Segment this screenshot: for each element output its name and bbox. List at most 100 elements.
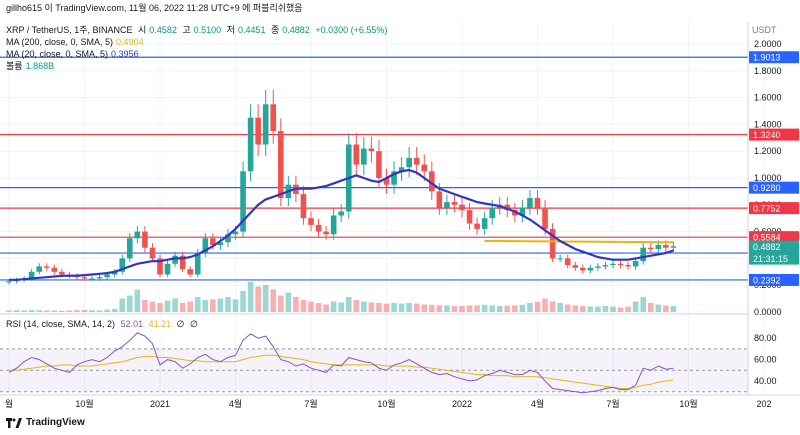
volume-bar <box>451 306 458 312</box>
volume-bar <box>66 310 73 312</box>
candle-body <box>28 271 35 279</box>
candle-body <box>96 277 103 279</box>
candle-body <box>421 164 428 172</box>
close-value: 0.4882 <box>282 25 310 35</box>
symbol-legend: XRP / TetherUS, 1주, BINANCE 시 0.4582 고 0.5… <box>6 25 390 36</box>
candle-body <box>663 245 669 248</box>
candle-body <box>617 263 624 266</box>
candle-body <box>149 247 156 259</box>
candle-body <box>338 211 344 216</box>
candle-body <box>278 131 284 199</box>
low-label: 저 <box>226 25 235 35</box>
grid <box>0 22 765 395</box>
candle-body <box>51 267 58 272</box>
volume-bar <box>383 303 390 312</box>
volume-bar <box>398 303 405 312</box>
rsi-legend[interactable]: RSI (14, close, SMA, 14, 2) 52.01 41.21 … <box>6 319 201 330</box>
candle-body <box>474 223 480 229</box>
volume-bar <box>542 298 548 312</box>
volume-bar <box>489 305 495 312</box>
candle-body <box>542 207 548 229</box>
time-tick-label: 7월 <box>606 398 619 409</box>
time-tick-label: 10월 <box>679 398 697 409</box>
level-tag: 0.5584 <box>753 233 781 243</box>
volume-bar <box>572 305 579 312</box>
candle-body <box>534 198 541 208</box>
volume-bar <box>36 310 42 312</box>
time-tick-label: 202 <box>756 399 771 409</box>
candle-body <box>557 258 563 260</box>
volume-bar <box>127 295 133 312</box>
price-tick-label: 1.0000 <box>754 173 782 183</box>
volume-bar <box>164 300 171 312</box>
level-tag: 0.9280 <box>753 183 781 193</box>
volume-bar <box>59 310 65 312</box>
candle-body <box>527 198 533 208</box>
ma20-legend[interactable]: MA (20, close, 0, SMA, 5) 0.3956 <box>6 49 142 60</box>
volume-bar <box>557 303 563 312</box>
ma200-legend[interactable]: MA (200, close, 0, SMA, 5) 0.4904 <box>6 37 147 48</box>
rsi-tick-label: 60.00 <box>754 355 777 365</box>
price-tick-label: 1.8000 <box>754 66 782 76</box>
volume-bar <box>640 297 646 312</box>
rsi-sma-value: 41.21 <box>148 319 172 329</box>
volume-bar <box>194 297 201 312</box>
volume-bar <box>663 305 669 312</box>
price-tick-label: 0.0000 <box>754 307 782 317</box>
level-tag-bg <box>749 202 799 215</box>
candle-body <box>262 104 269 145</box>
tradingview-logo[interactable]: TradingView <box>6 417 85 428</box>
volume-bar <box>74 310 80 312</box>
volume-bar <box>436 305 443 312</box>
volume-bar <box>210 299 216 312</box>
candle-body <box>202 238 209 254</box>
candle-body <box>466 210 473 224</box>
tradingview-logo-icon <box>6 417 22 428</box>
candle-body <box>270 104 277 132</box>
volume-bar <box>444 305 450 312</box>
horizontal-levels <box>0 56 748 281</box>
candle-body <box>134 231 141 239</box>
volume-bar <box>353 300 360 312</box>
volume-bar <box>368 302 375 312</box>
rsi-label: RSI (14, close, SMA, 14, 2) <box>6 319 116 329</box>
volume-bar <box>655 304 662 312</box>
volume-bar <box>534 301 541 312</box>
candle-body <box>670 246 677 248</box>
symbol-name[interactable]: XRP / TetherUS, 1주, BINANCE <box>6 25 133 35</box>
candle-body <box>519 207 526 216</box>
volume-bar <box>119 298 126 312</box>
time-tick-label: 10월 <box>75 398 93 409</box>
time-tick-label: 월 <box>5 398 13 409</box>
volume-bar <box>481 304 488 312</box>
candle-body <box>489 207 495 219</box>
volume-bar <box>157 303 163 312</box>
volume-bar <box>549 301 556 312</box>
candle-body <box>36 266 42 272</box>
price-tick-label: 2.0000 <box>754 39 782 49</box>
volume-bar <box>262 285 269 312</box>
candle-body <box>232 231 239 235</box>
volume-bar <box>111 309 118 312</box>
candle-body <box>640 247 646 262</box>
candle-body <box>142 231 148 248</box>
rsi-line <box>8 332 674 394</box>
volume-bar <box>13 310 20 312</box>
price-tick-label: 1.6000 <box>754 93 782 103</box>
volume-bar <box>459 306 465 312</box>
currency-label: USDT <box>752 25 777 35</box>
volume-bar <box>580 306 586 312</box>
time-tick-label: 2021 <box>150 399 170 409</box>
time-tick-label: 4월 <box>531 398 544 409</box>
volume-bar <box>240 291 246 312</box>
candle-body <box>625 265 631 267</box>
volume-bar <box>232 299 239 312</box>
volume-bar <box>466 305 473 312</box>
candle-body <box>406 157 412 168</box>
volume-bar <box>391 303 397 312</box>
candle-body <box>580 267 586 271</box>
volume-legend[interactable]: 볼륨 1.868B <box>6 61 57 72</box>
volume-bar <box>255 286 261 312</box>
high-label: 고 <box>182 25 191 35</box>
volume-bar <box>602 306 609 312</box>
